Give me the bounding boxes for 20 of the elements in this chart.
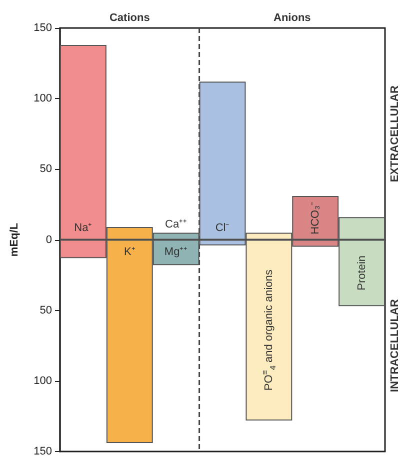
text: Anions bbox=[274, 12, 311, 24]
x-tick-label: Na⁺ bbox=[74, 222, 92, 234]
x-tick-label: Ca⁺⁺ bbox=[165, 218, 188, 231]
text: EXTRACELLULAR bbox=[389, 86, 401, 182]
text: INTRACELLULAR bbox=[389, 299, 401, 392]
x-tick-label: K⁺ bbox=[124, 246, 136, 258]
x-tick-label: Protein bbox=[356, 255, 368, 290]
x-tick-label: Cl⁻ bbox=[215, 222, 230, 234]
x-tick-label: HCO₃⁻ bbox=[309, 201, 322, 234]
y-tick-label: 100 bbox=[34, 92, 52, 105]
y-tick-label: 0 bbox=[46, 234, 52, 246]
text: Cations bbox=[109, 12, 150, 24]
y-tick-label: 150 bbox=[34, 446, 52, 457]
annotation: Mg⁺⁺ bbox=[164, 246, 188, 258]
y-tick-label: 100 bbox=[34, 374, 52, 387]
y-axis-title: mEq/L bbox=[8, 222, 20, 257]
y-tick-label: 50 bbox=[40, 163, 52, 176]
y-tick-label: 150 bbox=[34, 22, 52, 34]
y-tick-label: 50 bbox=[40, 304, 52, 316]
x-tick-label: PO≡4 and organic anions bbox=[260, 269, 278, 391]
